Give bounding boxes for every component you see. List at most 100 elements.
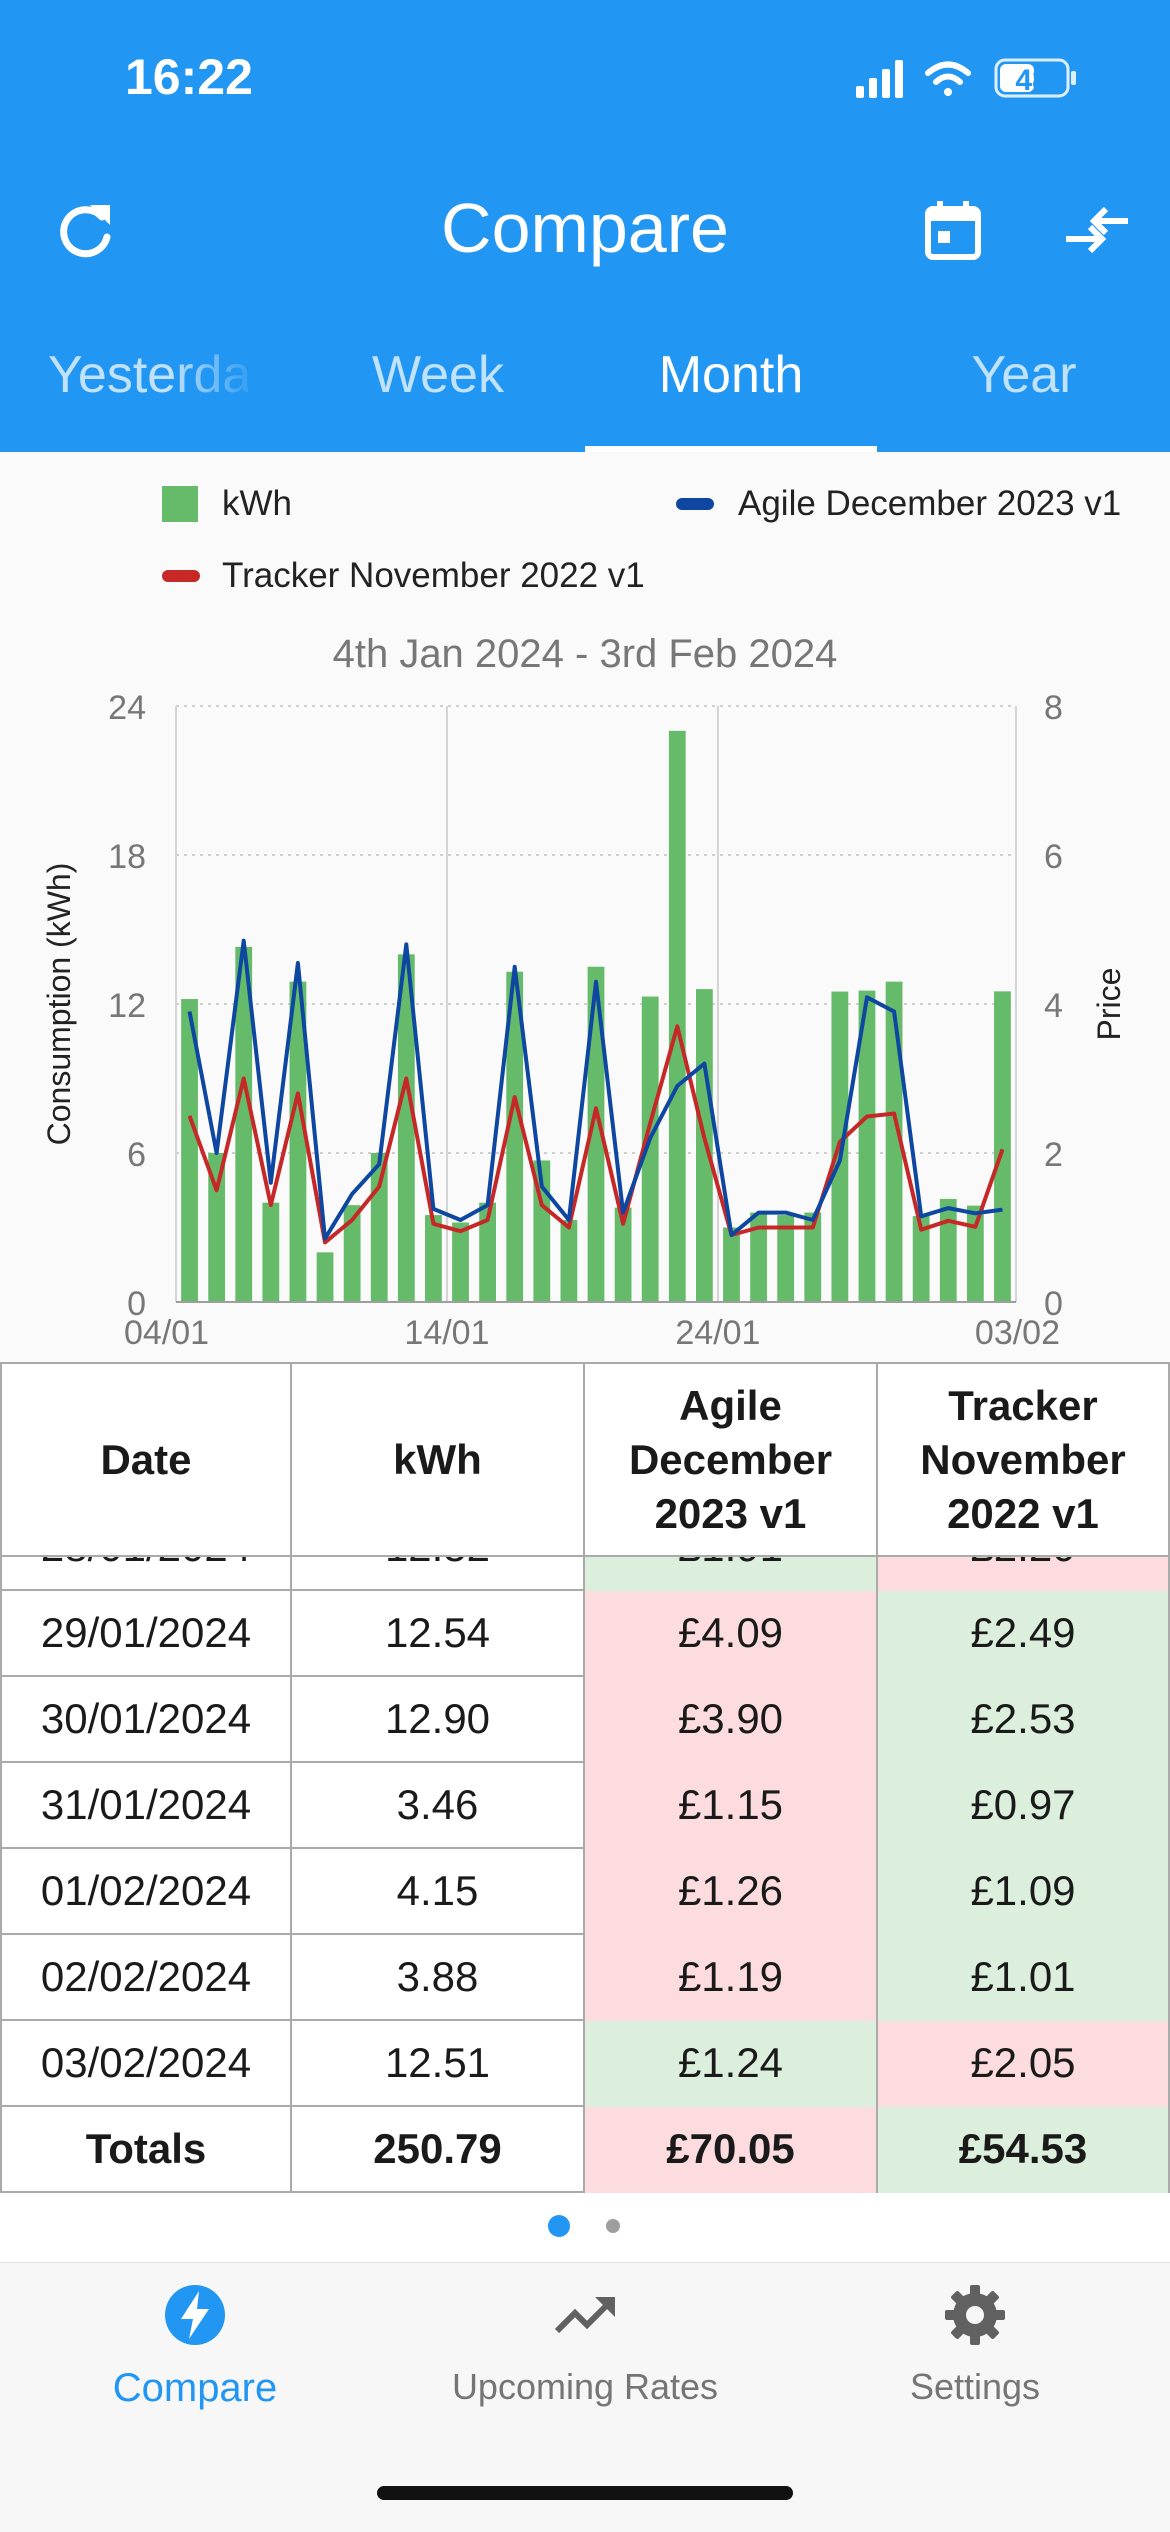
- cell-date: Totals: [0, 2107, 292, 2193]
- page-dot-active[interactable]: [548, 2215, 570, 2237]
- bar-kwh: [641, 996, 659, 1302]
- bar-kwh: [370, 1153, 388, 1302]
- bar-kwh: [316, 1252, 334, 1302]
- header-kwh[interactable]: kWh: [292, 1362, 585, 1557]
- cell-tracker-cost: £1.01: [878, 1935, 1170, 2021]
- bar-kwh: [506, 971, 524, 1302]
- y2-tick-label: 0: [1044, 1285, 1063, 1323]
- header-tracker[interactable]: Tracker November 2022 v1: [878, 1362, 1170, 1557]
- line-agile: [187, 938, 1003, 1241]
- nav-upcoming-rates[interactable]: Upcoming Rates: [390, 2283, 780, 2408]
- cell-tracker-cost: £2.05: [878, 2021, 1170, 2107]
- cell-date: 30/01/2024: [0, 1677, 292, 1763]
- legend-swatch-agile: [676, 498, 714, 510]
- bar-kwh: [994, 991, 1011, 1302]
- bar-kwh: [939, 1198, 957, 1302]
- cell-agile-cost: £70.05: [585, 2107, 878, 2193]
- bar-kwh: [452, 1222, 469, 1302]
- legend-swatch-kwh: [162, 486, 198, 522]
- header-agile[interactable]: Agile December 2023 v1: [585, 1362, 878, 1557]
- table-row: 29/01/2024 12.54 £4.09 £2.49: [0, 1591, 1170, 1677]
- swap-arrows-icon[interactable]: [1062, 195, 1132, 265]
- bar-kwh: [858, 990, 876, 1302]
- bar-kwh: [235, 946, 253, 1302]
- y2-tick-label: 6: [1044, 838, 1063, 876]
- x-tick-label: 24/01: [675, 1314, 760, 1352]
- x-tick-label: 04/01: [124, 1314, 209, 1352]
- table-row: 01/02/2024 4.15 £1.26 £1.09: [0, 1849, 1170, 1935]
- tab-month[interactable]: Month: [658, 346, 804, 404]
- table-row: 30/01/2024 12.90 £3.90 £2.53: [0, 1677, 1170, 1763]
- header-date[interactable]: Date: [0, 1362, 292, 1557]
- battery-level: 48: [1015, 64, 1048, 97]
- cell-date: 28/01/2024: [0, 1557, 292, 1591]
- bar-kwh: [397, 954, 415, 1302]
- trending-up-icon: [554, 2297, 615, 2334]
- bar-kwh: [614, 1207, 632, 1302]
- bar-kwh: [587, 966, 605, 1302]
- bar-kwh: [181, 999, 198, 1302]
- page-dot[interactable]: [606, 2219, 620, 2233]
- chart-panel: kWh Agile December 2023 v1 Tracker Novem…: [0, 452, 1170, 1362]
- table-header: Date kWh Agile December 2023 v1 Tracker …: [0, 1362, 1170, 1557]
- table-row: 31/01/2024 3.46 £1.15 £0.97: [0, 1763, 1170, 1849]
- cell-kwh: 4.15: [292, 1849, 585, 1935]
- cell-date: 01/02/2024: [0, 1849, 292, 1935]
- cell-agile-cost: £1.91: [585, 1557, 878, 1591]
- cell-kwh: 3.46: [292, 1763, 585, 1849]
- cell-date: 29/01/2024: [0, 1591, 292, 1677]
- app-bar: 16:22 48 Compare: [0, 0, 1170, 452]
- signal-icon: [856, 60, 903, 98]
- cell-date: 03/02/2024: [0, 2021, 292, 2107]
- lightning-icon: [165, 2285, 225, 2345]
- totals-row: Totals 250.79 £70.05 £54.53: [0, 2107, 1170, 2193]
- table-row: 02/02/2024 3.88 £1.19 £1.01: [0, 1935, 1170, 2021]
- x-tick-label: 14/01: [404, 1314, 489, 1352]
- table-body[interactable]: 28/01/202412.52£1.91£2.2029/01/202412.54…: [0, 1557, 1170, 2532]
- cell-tracker-cost: £0.97: [878, 1763, 1170, 1849]
- refresh-icon[interactable]: [50, 195, 120, 265]
- calendar-icon[interactable]: [918, 195, 988, 265]
- bar-kwh: [668, 730, 686, 1302]
- bar-kwh: [777, 1215, 795, 1302]
- bar-kwh: [885, 981, 903, 1302]
- cell-date: 02/02/2024: [0, 1935, 292, 2021]
- cell-agile-cost: £4.09: [585, 1591, 878, 1677]
- home-indicator: [377, 2486, 793, 2500]
- cell-tracker-cost: £2.20: [878, 1557, 1170, 1591]
- wifi-icon: [925, 61, 971, 96]
- legend-label-kwh: kWh: [222, 484, 292, 523]
- nav-compare[interactable]: Compare: [0, 2283, 390, 2411]
- bar-kwh: [804, 1212, 822, 1302]
- tab-week[interactable]: Week: [372, 346, 504, 404]
- bar-kwh: [343, 1205, 361, 1302]
- y-axis-label: Consumption (kWh): [41, 863, 77, 1146]
- nav-settings[interactable]: Settings: [780, 2283, 1170, 2408]
- battery-icon: 48: [994, 58, 1076, 98]
- y2-tick-label: 8: [1044, 689, 1063, 727]
- bar-kwh: [695, 989, 713, 1302]
- x-tick-label: 03/02: [975, 1314, 1060, 1352]
- bar-kwh: [966, 1205, 984, 1302]
- table-row: 03/02/2024 12.51 £1.24 £2.05: [0, 2021, 1170, 2107]
- y-tick-label: 24: [108, 689, 146, 727]
- bar-kwh: [208, 1153, 226, 1302]
- cell-agile-cost: £1.24: [585, 2021, 878, 2107]
- nav-settings-label: Settings: [909, 2366, 1041, 2407]
- y-tick-label: 6: [127, 1136, 146, 1174]
- tab-year[interactable]: Year: [971, 346, 1077, 404]
- cell-kwh: 250.79: [292, 2107, 585, 2193]
- bar-kwh: [262, 1202, 280, 1302]
- bar-kwh: [425, 1215, 442, 1302]
- bottom-navigation: Compare Upcoming Rates Settings: [0, 2262, 1170, 2532]
- status-icons: 48: [856, 58, 1076, 98]
- period-tabs: Yesterday Week Month Year: [0, 330, 1170, 452]
- cell-tracker-cost: £1.09: [878, 1849, 1170, 1935]
- cell-tracker-cost: £54.53: [878, 2107, 1170, 2193]
- legend-swatch-tracker: [162, 570, 200, 582]
- nav-compare-label: Compare: [112, 2366, 278, 2410]
- y2-tick-label: 2: [1044, 1136, 1063, 1174]
- y2-axis-label: Price: [1091, 968, 1127, 1041]
- page-indicator: [0, 2205, 1170, 2245]
